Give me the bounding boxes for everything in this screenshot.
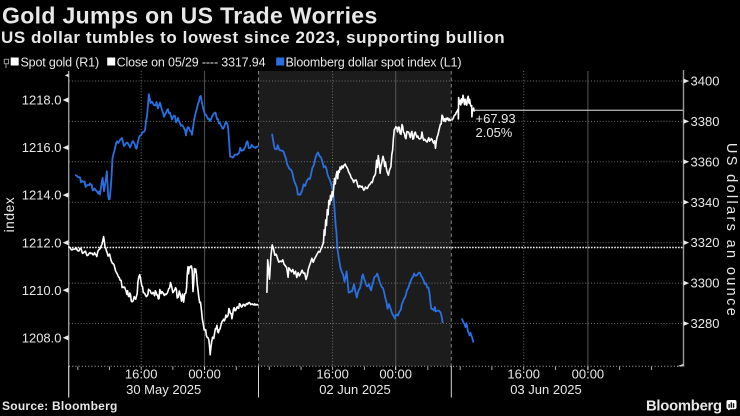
svg-text:16:00: 16:00 (316, 366, 349, 381)
svg-text:00:00: 00:00 (188, 366, 221, 381)
svg-text:Bloomberg: Bloomberg (646, 399, 722, 415)
svg-text:3400: 3400 (691, 74, 720, 89)
svg-text:Bloomberg dollar spot index (L: Bloomberg dollar spot index (L1) (286, 56, 462, 70)
svg-text:Source: Bloomberg: Source: Bloomberg (2, 399, 118, 413)
svg-text:3340: 3340 (691, 195, 720, 210)
svg-text:1214.0: 1214.0 (22, 188, 62, 203)
svg-text:2.05%: 2.05% (476, 125, 513, 140)
svg-text:1216.0: 1216.0 (22, 140, 62, 155)
svg-text:Close on 05/29 ---- 3317.94: Close on 05/29 ---- 3317.94 (117, 56, 266, 70)
svg-text:16:00: 16:00 (125, 366, 158, 381)
svg-text:1210.0: 1210.0 (22, 283, 62, 298)
svg-text:+67.93: +67.93 (476, 111, 516, 126)
svg-text:1208.0: 1208.0 (22, 330, 62, 345)
svg-text:3300: 3300 (691, 276, 720, 291)
svg-text:00:00: 00:00 (572, 366, 605, 381)
svg-text:02 Jun 2025: 02 Jun 2025 (319, 382, 391, 397)
svg-text:3320: 3320 (691, 235, 720, 250)
svg-text:3360: 3360 (691, 154, 720, 169)
svg-text:1218.0: 1218.0 (22, 93, 62, 108)
svg-text:US dollar tumbles to lowest si: US dollar tumbles to lowest since 2023, … (1, 28, 505, 47)
svg-text:03 Jun 2025: 03 Jun 2025 (510, 382, 582, 397)
svg-text:00:00: 00:00 (379, 366, 412, 381)
svg-text:Spot gold (R1): Spot gold (R1) (21, 56, 100, 70)
svg-text:3380: 3380 (691, 114, 720, 129)
svg-text:30 May 2025: 30 May 2025 (126, 382, 201, 397)
svg-text:16:00: 16:00 (507, 366, 540, 381)
svg-text:Gold Jumps on US Trade Worries: Gold Jumps on US Trade Worries (2, 2, 378, 28)
svg-text:3280: 3280 (691, 316, 720, 331)
svg-text:index: index (2, 197, 17, 233)
svg-text:US dollars an ounce: US dollars an ounce (723, 143, 739, 318)
svg-text:1212.0: 1212.0 (22, 235, 62, 250)
